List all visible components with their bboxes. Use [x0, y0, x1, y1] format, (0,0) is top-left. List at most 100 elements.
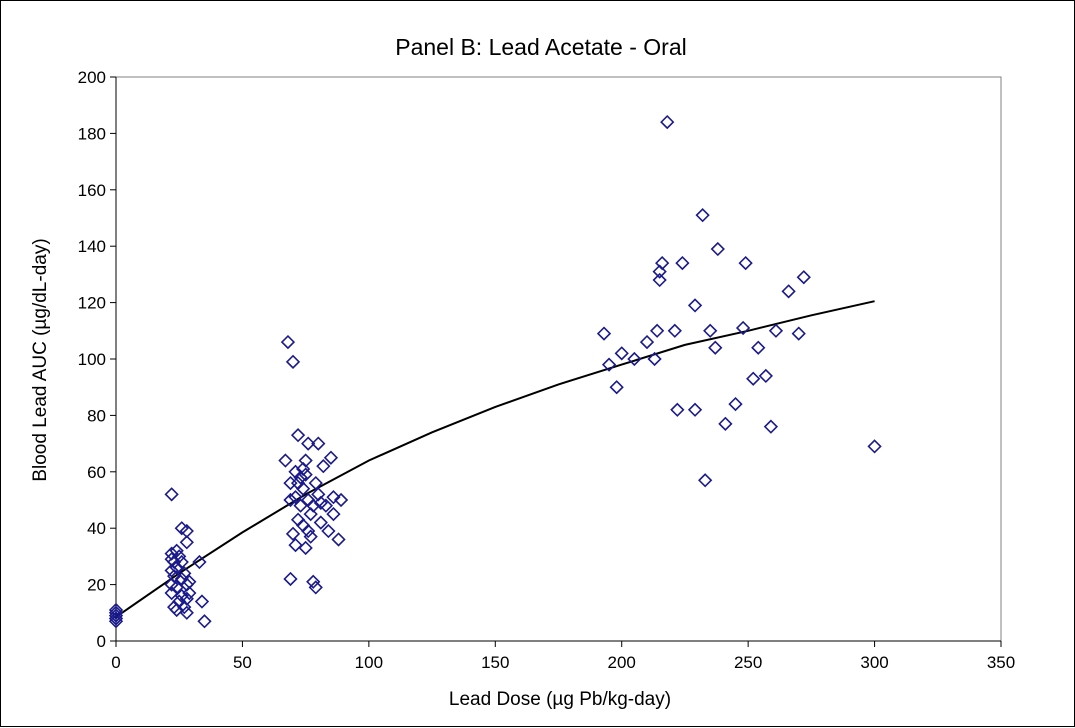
x-tick-label: 100	[355, 653, 383, 672]
data-point	[333, 492, 349, 508]
data-point	[169, 602, 184, 618]
data-point	[283, 475, 298, 491]
data-point	[703, 323, 718, 338]
data-point	[169, 560, 184, 575]
data-point	[708, 340, 723, 355]
data-point	[298, 453, 313, 468]
data-point	[728, 396, 743, 412]
x-tick-label: 350	[987, 653, 1015, 672]
data-point	[303, 529, 318, 544]
data-point	[280, 334, 296, 350]
data-point	[295, 481, 311, 496]
data-point	[293, 470, 308, 485]
data-point	[675, 255, 690, 271]
data-point	[601, 357, 617, 372]
y-tick-label: 180	[78, 124, 106, 143]
y-tick-label: 0	[97, 632, 106, 651]
data-point	[192, 554, 207, 570]
data-point	[108, 605, 124, 620]
data-point	[313, 515, 328, 530]
data-point	[796, 270, 811, 285]
data-point	[710, 241, 725, 257]
y-axis-ticks: 0 20 40 60 80 100 120 140 160 180 200	[78, 68, 116, 651]
data-point	[164, 487, 179, 502]
chart-title: Panel B: Lead Acetate - Oral	[395, 34, 687, 60]
data-point	[791, 326, 806, 341]
x-tick-label: 0	[111, 653, 120, 672]
data-point	[311, 436, 326, 451]
data-point	[316, 459, 331, 474]
data-point	[331, 532, 346, 547]
data-point	[687, 298, 703, 313]
data-point	[758, 368, 773, 384]
y-tick-label: 40	[87, 519, 106, 538]
data-point	[660, 114, 675, 130]
x-tick-label: 50	[233, 653, 252, 672]
x-tick-label: 150	[481, 653, 509, 672]
data-point	[649, 323, 665, 338]
data-point	[108, 614, 124, 629]
y-tick-label: 60	[87, 463, 106, 482]
data-point	[768, 323, 784, 338]
x-axis-ticks: 0 50 100 150 200 250 300 350	[111, 641, 1015, 672]
data-point	[652, 272, 667, 288]
data-point	[318, 498, 334, 513]
data-point	[295, 461, 311, 477]
data-point	[278, 453, 293, 468]
data-point	[596, 326, 612, 341]
y-tick-label: 140	[78, 237, 106, 256]
data-point	[306, 574, 321, 589]
data-point	[301, 523, 316, 539]
data-point	[647, 351, 662, 367]
data-point	[746, 371, 761, 386]
data-point	[285, 354, 301, 369]
data-point	[182, 585, 197, 601]
data-point	[738, 255, 753, 271]
x-tick-label: 300	[860, 653, 888, 672]
data-point	[326, 506, 341, 522]
data-point	[177, 566, 192, 581]
data-point	[179, 535, 194, 550]
data-point	[639, 334, 655, 350]
data-point	[285, 526, 301, 541]
fit-curve-layer	[115, 300, 875, 618]
data-point	[108, 611, 124, 626]
data-point	[164, 563, 179, 578]
data-point	[751, 340, 766, 355]
data-point	[303, 506, 318, 522]
x-tick-label: 250	[734, 653, 762, 672]
data-point	[290, 428, 306, 443]
data-point	[164, 585, 179, 601]
data-point	[293, 498, 308, 513]
data-point	[298, 467, 313, 482]
data-point	[698, 473, 713, 488]
data-point	[609, 380, 624, 395]
y-tick-label: 20	[87, 576, 106, 595]
y-tick-label: 100	[78, 350, 106, 369]
data-point	[614, 346, 629, 361]
data-point	[306, 498, 321, 513]
data-point	[172, 549, 187, 564]
data-point	[288, 490, 303, 505]
data-point	[781, 284, 796, 299]
data-point	[194, 594, 210, 609]
data-point	[108, 608, 124, 623]
data-point	[670, 402, 685, 417]
y-tick-label: 80	[87, 406, 106, 425]
data-point	[326, 490, 341, 505]
data-point	[867, 439, 882, 454]
data-point	[763, 419, 779, 434]
data-point	[655, 255, 670, 271]
data-point	[718, 416, 733, 431]
data-point	[283, 492, 298, 508]
axes	[115, 77, 1001, 642]
data-point	[197, 614, 212, 629]
data-point	[323, 450, 339, 465]
data-point	[177, 600, 192, 615]
data-point	[627, 351, 642, 367]
fit-curve	[115, 300, 875, 618]
data-point	[695, 208, 710, 223]
data-point	[179, 605, 194, 620]
